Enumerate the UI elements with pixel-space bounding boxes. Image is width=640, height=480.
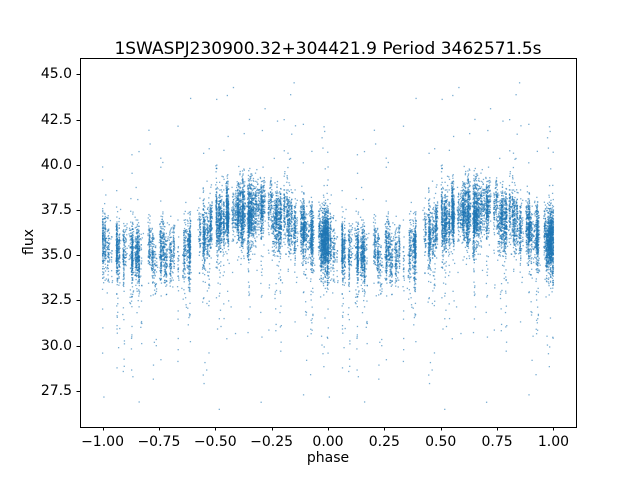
x-tick-label: 0.75 [481,434,513,450]
y-tick-label: 45.0 [40,66,72,83]
y-tick-label: 42.5 [40,111,72,128]
x-tick-label: 1.00 [537,434,570,450]
y-axis-label: flux [21,229,37,255]
y-tick-label: 32.5 [40,292,72,309]
x-tick-label: 0.25 [368,434,400,450]
x-tick-label: −1.00 [81,434,124,450]
y-tick-label: 27.5 [40,382,72,399]
x-tick-label: 0.00 [312,434,344,450]
chart-title: 1SWASPJ230900.32+304421.9 Period 3462571… [114,39,542,59]
x-tick-label: −0.50 [193,434,237,450]
y-tick-label: 30.0 [40,337,72,354]
x-tick-label: −0.75 [137,434,181,450]
x-tick-label: 0.50 [425,434,457,450]
y-tick-label: 35.0 [40,247,72,264]
y-tick-label: 37.5 [40,201,72,218]
x-axis-label: phase [306,450,350,466]
x-tick-label: −0.25 [250,434,294,450]
y-tick-label: 40.0 [40,156,72,173]
